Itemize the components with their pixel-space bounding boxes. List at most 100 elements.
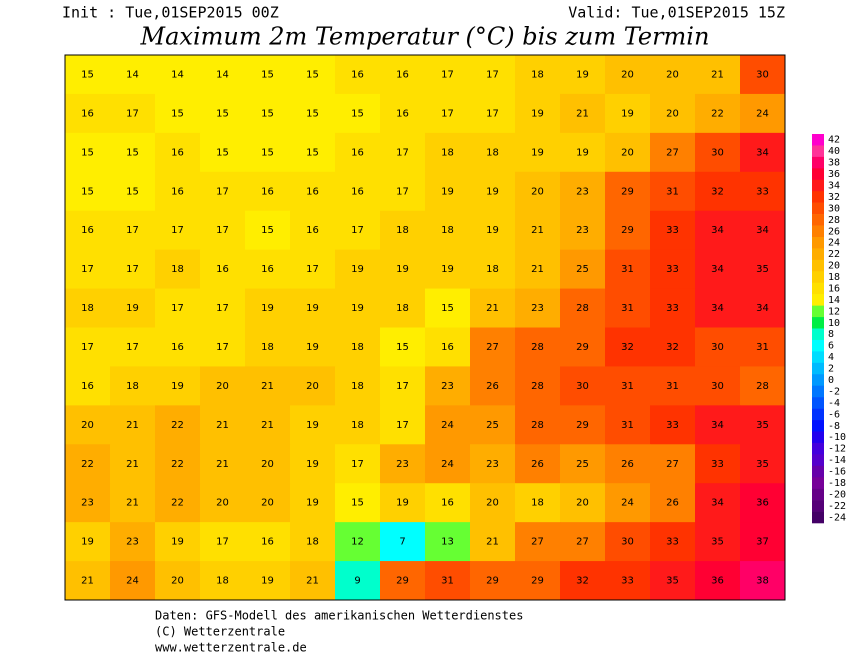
temp-value: 14 <box>171 69 184 80</box>
temp-cell <box>200 93 246 134</box>
colorbar-swatch <box>812 385 824 398</box>
temp-cell <box>245 327 291 367</box>
temp-value: 27 <box>531 537 544 548</box>
colorbar: 424038363432302826242220181614121086420-… <box>812 134 846 524</box>
temp-value: 19 <box>306 459 319 470</box>
temp-value: 21 <box>126 498 139 509</box>
colorbar-label: 10 <box>828 318 840 329</box>
temp-cell <box>560 405 606 445</box>
temp-value: 25 <box>576 459 589 470</box>
temp-cell <box>155 93 201 134</box>
temp-cell <box>155 210 201 251</box>
temp-value: 15 <box>306 108 319 119</box>
temp-cell <box>605 93 651 134</box>
temp-cell <box>380 288 426 328</box>
temp-cell <box>245 132 291 173</box>
temp-value: 18 <box>351 420 364 431</box>
temp-cell <box>65 55 111 95</box>
temp-value: 22 <box>711 108 724 119</box>
temp-cell <box>335 132 381 173</box>
temp-value: 22 <box>171 498 184 509</box>
temp-cell <box>695 55 741 95</box>
temp-value: 15 <box>216 108 229 119</box>
temp-value: 15 <box>351 498 364 509</box>
colorbar-swatch <box>812 465 824 478</box>
temp-cell <box>470 444 516 484</box>
temp-cell <box>425 55 471 95</box>
temp-value: 15 <box>81 147 94 158</box>
temp-cell <box>155 366 201 406</box>
temp-cell <box>695 444 741 484</box>
temp-value: 16 <box>81 381 94 392</box>
temp-cell <box>425 288 471 328</box>
temp-cell <box>245 366 291 406</box>
temp-cell <box>515 171 561 212</box>
temp-value: 21 <box>486 537 499 548</box>
temp-cell <box>695 327 741 367</box>
temp-cell <box>650 483 696 523</box>
temp-cell <box>695 249 741 290</box>
colorbar-label: 22 <box>828 249 840 260</box>
temp-value: 35 <box>756 459 769 470</box>
temp-value: 20 <box>666 108 679 119</box>
temp-cell <box>470 249 516 290</box>
temp-cell <box>290 55 336 95</box>
temp-value: 28 <box>531 381 544 392</box>
temp-cell <box>155 522 201 562</box>
temp-value: 34 <box>711 420 724 431</box>
colorbar-swatch <box>812 328 824 341</box>
temp-cell <box>740 93 786 134</box>
temp-cell <box>380 483 426 523</box>
temp-cell <box>200 132 246 173</box>
temp-cell <box>605 249 651 290</box>
temp-value: 20 <box>621 69 634 80</box>
temp-cell <box>605 132 651 173</box>
temp-value: 27 <box>576 537 589 548</box>
temp-cell <box>245 249 291 290</box>
temp-cell <box>380 444 426 484</box>
temp-cell <box>65 249 111 290</box>
colorbar-swatch <box>812 282 824 295</box>
temp-value: 16 <box>351 69 364 80</box>
temp-cell <box>245 171 291 212</box>
temp-value: 34 <box>711 498 724 509</box>
temp-value: 15 <box>171 108 184 119</box>
temp-cell <box>110 327 156 367</box>
colorbar-label: 40 <box>828 146 840 157</box>
title: Maximum 2m Temperatur (°C) bis zum Termi… <box>140 23 710 51</box>
colorbar-swatch <box>812 156 824 169</box>
temp-cell <box>515 93 561 134</box>
temp-cell <box>515 483 561 523</box>
temp-value: 24 <box>126 576 139 587</box>
temp-value: 17 <box>126 342 139 353</box>
temp-value: 19 <box>171 381 184 392</box>
temp-value: 29 <box>621 186 634 197</box>
colorbar-label: -20 <box>828 489 846 500</box>
temp-value: 29 <box>576 342 589 353</box>
temp-value: 29 <box>621 225 634 236</box>
temp-cell <box>740 444 786 484</box>
map: 15 14 14 14 15 15 16 16 17 17 18 19 20 20 21 30 16 17 15 15… <box>65 55 786 601</box>
temp-value: 34 <box>756 147 769 158</box>
temp-value: 17 <box>351 225 364 236</box>
colorbar-swatch <box>812 362 824 375</box>
temp-value: 19 <box>306 342 319 353</box>
temp-value: 18 <box>531 69 544 80</box>
colorbar-swatch <box>812 236 824 249</box>
temp-value: 31 <box>621 420 634 431</box>
temp-cell <box>605 210 651 251</box>
colorbar-label: -22 <box>828 501 846 512</box>
temp-cell <box>335 171 381 212</box>
temp-value: 27 <box>486 342 499 353</box>
temp-value: 20 <box>81 420 94 431</box>
temp-cell <box>200 327 246 367</box>
temp-cell <box>65 132 111 173</box>
temp-cell <box>470 366 516 406</box>
temp-value: 17 <box>216 225 229 236</box>
temp-cell <box>155 288 201 328</box>
temp-value: 19 <box>306 420 319 431</box>
temp-cell <box>470 55 516 95</box>
temp-value: 16 <box>396 69 409 80</box>
temp-cell <box>65 522 111 562</box>
temp-value: 15 <box>81 69 94 80</box>
